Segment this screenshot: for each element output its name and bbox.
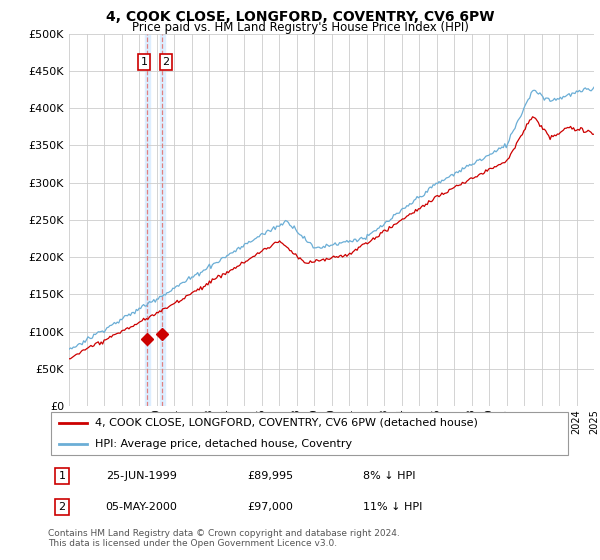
Text: 25-JUN-1999: 25-JUN-1999 <box>106 471 176 481</box>
Text: 05-MAY-2000: 05-MAY-2000 <box>106 502 178 512</box>
Text: 2: 2 <box>163 57 170 67</box>
Text: HPI: Average price, detached house, Coventry: HPI: Average price, detached house, Cove… <box>95 438 352 449</box>
FancyBboxPatch shape <box>50 412 568 455</box>
Text: £89,995: £89,995 <box>248 471 293 481</box>
Text: £97,000: £97,000 <box>248 502 293 512</box>
Text: Price paid vs. HM Land Registry's House Price Index (HPI): Price paid vs. HM Land Registry's House … <box>131 21 469 34</box>
Text: 4, COOK CLOSE, LONGFORD, COVENTRY, CV6 6PW (detached house): 4, COOK CLOSE, LONGFORD, COVENTRY, CV6 6… <box>95 418 478 428</box>
Text: Contains HM Land Registry data © Crown copyright and database right 2024.
This d: Contains HM Land Registry data © Crown c… <box>48 529 400 548</box>
Text: 4, COOK CLOSE, LONGFORD, COVENTRY, CV6 6PW: 4, COOK CLOSE, LONGFORD, COVENTRY, CV6 6… <box>106 10 494 24</box>
Text: 1: 1 <box>59 471 65 481</box>
Bar <box>160 34 165 406</box>
Text: 11% ↓ HPI: 11% ↓ HPI <box>363 502 422 512</box>
Text: 2: 2 <box>59 502 65 512</box>
Text: 1: 1 <box>140 57 148 67</box>
Text: 8% ↓ HPI: 8% ↓ HPI <box>363 471 415 481</box>
Bar <box>145 34 150 406</box>
